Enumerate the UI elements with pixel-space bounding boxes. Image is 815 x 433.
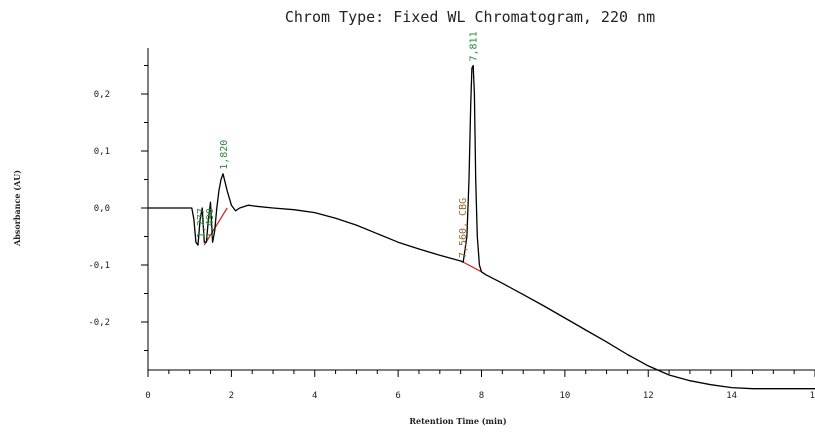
x-tick-label: 14 [726,391,737,401]
integration-baseline [462,261,482,273]
y-tick-label: 0,0 [94,204,110,214]
peak-label: 7,811 [469,31,480,61]
x-axis-label: Retention Time (min) [409,416,506,426]
chromatogram-trace [148,64,815,390]
x-tick-label: 10 [559,391,570,401]
x-tick-label: 2 [229,391,234,401]
peak-label: 1,820 [219,140,230,170]
x-tick-label: 12 [643,391,654,401]
chart-title: Chrom Type: Fixed WL Chromatogram, 220 n… [285,8,655,26]
y-tick-label: -0,2 [88,318,110,328]
x-tick-label: 6 [395,391,400,401]
baselines-layer [203,207,482,273]
x-tick-label: 8 [479,391,484,401]
ticks-layer: 0 2 4 6 8 10 12 14 16 -0,2 -0,1 0,0 0,1 0,2 [88,65,815,401]
y-tick-label: 0,2 [94,90,110,100]
peak-label: 1,490 [205,208,216,238]
y-tick-label: -0,1 [88,261,110,271]
y-tick-label: 0,1 [94,147,110,157]
x-tick-label: 4 [312,391,317,401]
peak-label: 1,277 [196,208,207,238]
series-layer [148,64,815,390]
x-tick-label: 16 [810,391,815,401]
peak-label: 7,560, CBG [458,198,469,258]
x-tick-label: 0 [145,391,150,401]
y-axis-label: Absorbance (AU) [12,170,22,247]
